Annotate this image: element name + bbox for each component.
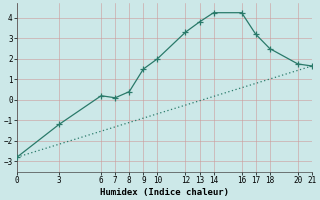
X-axis label: Humidex (Indice chaleur): Humidex (Indice chaleur) (100, 188, 229, 197)
